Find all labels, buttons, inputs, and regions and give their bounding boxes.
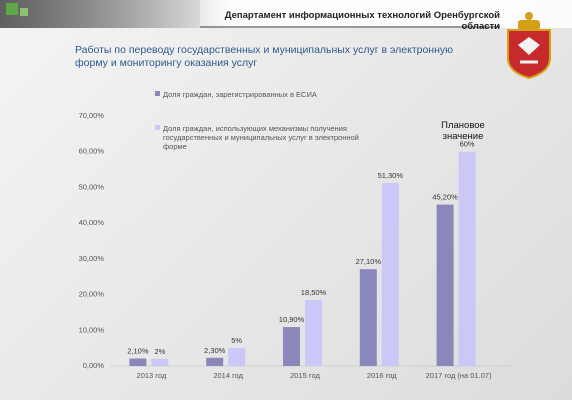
bar [283,327,300,366]
header-fade [0,0,572,28]
legend-label: Доля граждан, использующих механизмы пол… [163,124,359,151]
value-label: 2,10% [127,346,149,355]
value-label: 51,30% [378,171,404,180]
y-tick-label: 0,00% [83,361,105,370]
value-label: 2,30% [204,346,226,355]
legend-item: Доля граждан, использующих механизмы пол… [155,124,370,151]
value-label: 18,50% [301,288,327,297]
bar [228,348,246,366]
value-label: 60% [460,140,475,149]
legend-item: Доля граждан, зарегистрированных в ЕСИА [155,90,370,99]
chart-title: Работы по переводу государственных и мун… [75,44,454,69]
y-tick-label: 30,00% [79,254,105,263]
bar [151,358,169,366]
bar [458,151,476,366]
y-tick-label: 50,00% [79,182,105,191]
annotation: Плановое значение [441,120,485,142]
y-tick-label: 10,00% [79,325,105,334]
legend-swatch [155,125,160,130]
bar [206,357,224,366]
legend-swatch [155,91,160,96]
y-tick-label: 20,00% [79,290,105,299]
y-tick-label: 40,00% [79,218,105,227]
logo-square [20,8,28,16]
x-tick-label: 2013 год [137,371,167,380]
value-label: 45,20% [432,193,458,202]
x-tick-label: 2016 год [367,371,397,380]
bar [381,182,399,366]
value-label: 5% [231,336,242,345]
header-title: Департамент информационных технологий Ор… [224,10,500,32]
bar [359,269,377,366]
value-label: 27,10% [356,257,382,266]
value-label: 10,90% [279,315,305,324]
bar [436,204,454,366]
bar [129,358,147,366]
value-label: 2% [154,347,165,356]
coat-of-arms [507,12,551,80]
x-tick-label: 2017 год (на 01.07) [426,371,492,380]
y-tick-label: 60,00% [79,147,105,156]
bar [305,299,322,366]
x-tick-label: 2014 год [213,371,243,380]
legend-label: Доля граждан, зарегистрированных в ЕСИА [163,90,317,99]
x-tick-label: 2015 год [290,371,320,380]
y-tick-label: 70,00% [79,111,105,120]
logo-square [6,3,18,15]
